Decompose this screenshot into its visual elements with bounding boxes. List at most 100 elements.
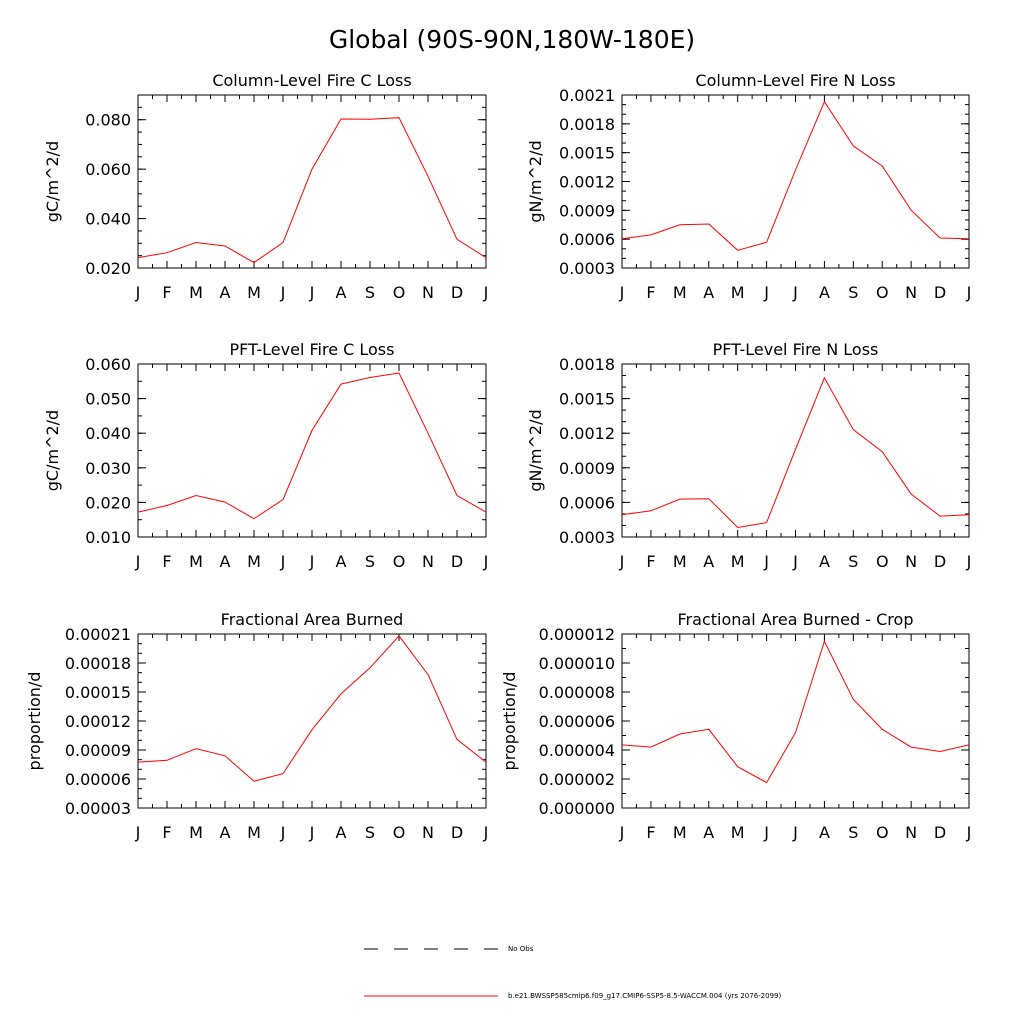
y-tick-label: 0.000004 [539,741,615,760]
x-tick-label: A [220,823,231,842]
x-tick-label: J [483,552,489,571]
x-tick-label: M [731,823,745,842]
y-axis-label: gN/m^2/d [526,409,545,491]
y-tick-label: 0.060 [85,355,131,374]
x-tick-label: N [905,283,917,302]
figure-title: Global (90S-90N,180W-180E) [329,25,695,54]
y-tick-label: 0.0012 [559,424,615,443]
panel-title: Column-Level Fire C Loss [212,71,411,90]
x-tick-label: F [646,823,655,842]
panel-title: Column-Level Fire N Loss [695,71,895,90]
panel-title: PFT-Level Fire N Loss [713,340,879,359]
x-tick-label: A [336,552,347,571]
series-line-1 [621,639,970,784]
y-axis-label: gC/m^2/d [43,410,62,491]
x-tick-label: F [162,823,171,842]
x-tick-label: M [731,283,745,302]
x-tick-label: J [792,283,798,302]
y-tick-label: 0.000010 [539,654,615,673]
x-tick-label: J [619,823,625,842]
x-tick-label: F [646,552,655,571]
x-tick-label: M [189,552,203,571]
y-tick-label: 0.000012 [539,625,615,644]
x-tick-label: J [966,283,972,302]
x-tick-label: N [422,552,434,571]
series-line-1 [621,376,970,529]
y-axis-label: gN/m^2/d [526,140,545,222]
plot-frame [137,363,487,538]
x-tick-label: A [220,552,231,571]
y-tick-label: 0.0003 [559,528,615,547]
y-tick-label: 0.00021 [65,625,131,644]
y-tick-label: 0.00009 [65,741,131,760]
x-tick-label: J [483,823,489,842]
y-tick-label: 0.000002 [539,770,615,789]
x-tick-label: J [792,823,798,842]
y-tick-label: 0.0015 [559,144,615,163]
x-tick-label: A [703,552,714,571]
x-tick-label: J [280,552,286,571]
chart-panel-6: Fractional Area Burned - Crop proportion/… [500,610,971,842]
panel-title: Fractional Area Burned [221,610,404,629]
x-tick-label: O [876,823,889,842]
x-tick-label: J [135,823,141,842]
x-tick-label: A [819,552,830,571]
x-tick-label: A [703,823,714,842]
y-tick-label: 0.040 [85,210,131,229]
y-tick-label: 0.00018 [65,654,131,673]
series-line-1 [621,100,970,251]
plot-frame [621,94,970,269]
x-tick-label: A [220,283,231,302]
x-tick-label: N [422,283,434,302]
y-tick-label: 0.0018 [559,115,615,134]
x-tick-label: O [876,283,889,302]
x-tick-label: D [451,552,463,571]
panel-title: PFT-Level Fire C Loss [230,340,395,359]
y-tick-label: 0.0009 [559,201,615,220]
x-tick-label: D [934,823,946,842]
y-tick-label: 0.0012 [559,173,615,192]
x-tick-label: F [646,283,655,302]
y-tick-label: 0.00012 [65,712,131,731]
y-tick-label: 0.000006 [539,712,615,731]
y-tick-label: 0.050 [85,390,131,409]
x-tick-label: D [934,283,946,302]
y-tick-label: 0.0003 [559,259,615,278]
legend: No Obs b.e21.BWSSP585cmip6.f09_g17.CMIP6… [364,945,781,1000]
y-tick-label: 0.000008 [539,683,615,702]
y-tick-label: 0.00006 [65,770,131,789]
y-tick-label: 0.0015 [559,390,615,409]
y-axis-label: proportion/d [25,672,44,771]
x-tick-label: M [247,552,261,571]
panel-title: Fractional Area Burned - Crop [678,610,914,629]
x-tick-label: O [393,823,406,842]
y-tick-label: 0.0021 [559,86,615,105]
x-tick-label: J [135,283,141,302]
x-tick-label: S [365,823,375,842]
x-tick-label: F [162,552,171,571]
plot-frame [137,94,487,269]
x-tick-label: O [393,552,406,571]
x-tick-label: J [280,283,286,302]
y-tick-label: 0.020 [85,259,131,278]
x-tick-label: O [393,283,406,302]
x-tick-label: J [309,552,315,571]
y-tick-label: 0.010 [85,528,131,547]
series-line-1 [137,372,487,520]
x-tick-label: M [247,283,261,302]
x-tick-label: J [763,283,769,302]
x-tick-label: S [365,552,375,571]
x-tick-label: M [731,552,745,571]
y-axis-label: gC/m^2/d [43,141,62,222]
y-tick-label: 0.00015 [65,683,131,702]
y-tick-label: 0.0006 [559,493,615,512]
x-tick-label: J [619,552,625,571]
plot-frame [621,633,970,809]
legend-label-model: b.e21.BWSSP585cmip6.f09_g17.CMIP6-SSP5-8… [508,992,781,1000]
y-tick-label: 0.030 [85,459,131,478]
